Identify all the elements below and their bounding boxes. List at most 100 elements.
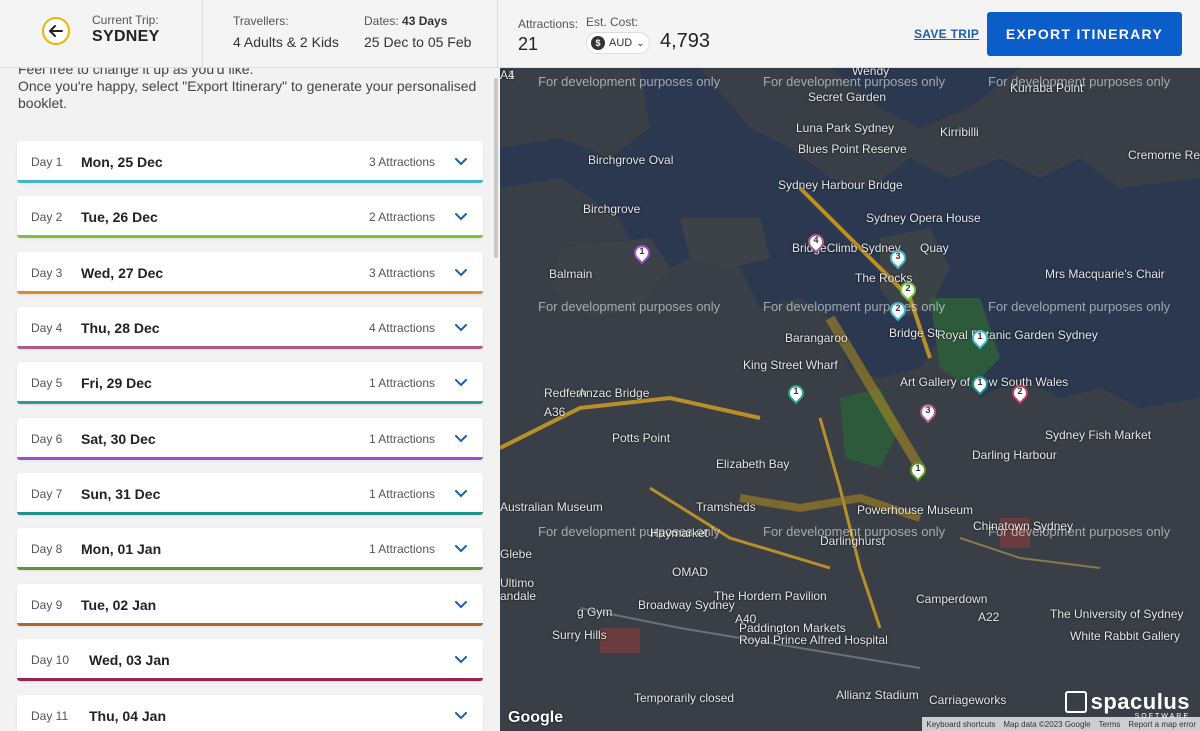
map-place-label: Luna Park Sydney — [796, 121, 895, 135]
day-card[interactable]: Day 10 Wed, 03 Jan — [17, 639, 483, 681]
attraction-pin[interactable]: 1 — [968, 326, 992, 350]
day-date: Mon, 01 Jan — [81, 541, 162, 557]
spaculus-logo-icon — [1064, 691, 1087, 713]
day-card[interactable]: Day 3 Wed, 27 Dec 3 Attractions — [17, 252, 483, 294]
attraction-pin[interactable]: 1 — [784, 381, 808, 405]
est-cost-label: Est. Cost: — [586, 15, 639, 29]
expand-day-button[interactable] — [451, 484, 471, 504]
trip-city: SYDNEY — [92, 28, 160, 45]
day-card[interactable]: Day 11 Thu, 04 Jan — [17, 695, 483, 731]
day-card[interactable]: Day 2 Tue, 26 Dec 2 Attractions — [17, 196, 483, 238]
expand-day-button[interactable] — [451, 373, 471, 393]
day-card[interactable]: Day 4 Thu, 28 Dec 4 Attractions — [17, 307, 483, 349]
day-number: Day 4 — [31, 321, 63, 335]
day-attractions-count: 1 Attractions — [368, 432, 435, 446]
map-place-label: OMAD — [672, 565, 708, 579]
day-date: Tue, 26 Dec — [81, 209, 158, 225]
attraction-pin[interactable]: 1 — [968, 372, 992, 396]
travellers-label: Travellers: — [233, 14, 289, 28]
attraction-pin[interactable]: 1 — [630, 241, 654, 265]
dev-watermark: For development purposes only — [988, 299, 1171, 314]
expand-day-button[interactable] — [451, 595, 471, 615]
keyboard-shortcuts-link[interactable]: Keyboard shortcuts — [926, 719, 996, 729]
map-place-label: Sydney Opera House — [866, 211, 981, 225]
back-button[interactable] — [42, 17, 70, 45]
expand-day-button[interactable] — [451, 650, 471, 670]
day-color-bar — [17, 180, 483, 183]
dev-watermark: For development purposes only — [763, 74, 946, 89]
dates-days: 43 Days — [402, 14, 448, 28]
day-attractions-count: 1 Attractions — [368, 542, 435, 556]
day-card[interactable]: Day 6 Sat, 30 Dec 1 Attractions — [17, 418, 483, 460]
map-place-label: Redfern — [544, 386, 587, 400]
map-place-label: Paddington Markets — [739, 621, 846, 635]
attraction-pin[interactable]: 3 — [886, 246, 910, 270]
expand-day-button[interactable] — [451, 263, 471, 283]
dev-watermark: For development purposes only — [538, 299, 721, 314]
attraction-pin[interactable]: 2 — [1008, 381, 1032, 405]
pin-number: 2 — [905, 283, 911, 293]
map-base — [500, 68, 1200, 731]
chevron-down-icon — [455, 435, 467, 443]
day-number: Day 10 — [31, 653, 70, 667]
chevron-down-icon — [455, 656, 467, 664]
expand-day-button[interactable] — [451, 207, 471, 227]
map-place-label: Birchgrove Oval — [588, 153, 674, 167]
attraction-pin[interactable]: 1 — [906, 458, 930, 482]
map-place-label: Glebe — [500, 547, 533, 561]
day-number: Day 2 — [31, 210, 63, 224]
attraction-pin[interactable]: 2 — [896, 278, 920, 302]
day-color-bar — [17, 623, 483, 626]
day-color-bar — [17, 678, 483, 681]
day-card[interactable]: Day 5 Fri, 29 Dec 1 Attractions — [17, 362, 483, 404]
currency-select[interactable]: $ AUD ⌄ — [586, 32, 650, 54]
day-date: Wed, 27 Dec — [81, 265, 164, 281]
chevron-down-icon — [455, 601, 467, 609]
pin-number: 2 — [1017, 386, 1023, 396]
expand-day-button[interactable] — [451, 152, 471, 172]
day-card[interactable]: Day 1 Mon, 25 Dec 3 Attractions — [17, 141, 483, 183]
map-view[interactable]: Wendy Secret Garden Kurraba Point Luna Park… — [500, 68, 1200, 731]
currency-value: AUD — [609, 37, 633, 49]
map-place-label: Kurraba Point — [1010, 81, 1084, 95]
dev-watermark: For development purposes only — [988, 74, 1171, 89]
expand-day-button[interactable] — [451, 706, 471, 726]
attraction-pin[interactable]: 2 — [886, 298, 910, 322]
map-place-label: Haymarket — [650, 526, 709, 540]
day-date: Fri, 29 Dec — [81, 375, 152, 391]
expand-day-button[interactable] — [451, 429, 471, 449]
expand-day-button[interactable] — [451, 539, 471, 559]
map-place-label: Sydney Fish Market — [1045, 428, 1152, 442]
day-card[interactable]: Day 8 Mon, 01 Jan 1 Attractions — [17, 528, 483, 570]
map-place-label: Tramsheds — [696, 500, 756, 514]
map-place-label: g Gym — [577, 605, 613, 619]
map-place-label: Elizabeth Bay — [716, 457, 790, 471]
map-place-label: Camperdown — [916, 592, 988, 606]
scrollbar[interactable] — [494, 78, 498, 258]
export-itinerary-button[interactable]: EXPORT ITINERARY — [987, 12, 1182, 56]
map-place-label: Quay — [920, 241, 949, 255]
map-place-label: Powerhouse Museum — [857, 503, 974, 517]
day-number: Day 6 — [31, 432, 63, 446]
terms-link[interactable]: Terms — [1098, 719, 1121, 729]
attraction-pin[interactable]: 3 — [916, 400, 940, 424]
spaculus-watermark: spaculus SOFTWARE — [1064, 689, 1190, 720]
day-number: Day 3 — [31, 266, 63, 280]
google-logo: Google — [508, 709, 564, 726]
day-card[interactable]: Day 9 Tue, 02 Jan — [17, 584, 483, 626]
day-date: Sun, 31 Dec — [81, 486, 161, 502]
map-footer: Keyboard shortcuts Map data ©2023 Google… — [922, 717, 1200, 731]
map-place-label: Blues Point Reserve — [798, 142, 907, 156]
day-date: Mon, 25 Dec — [81, 154, 163, 170]
day-attractions-count: 2 Attractions — [368, 210, 435, 224]
day-number: Day 8 — [31, 542, 63, 556]
expand-day-button[interactable] — [451, 318, 471, 338]
save-trip-link[interactable]: SAVE TRIP — [914, 27, 980, 41]
map-place-label: Barangaroo — [785, 331, 848, 345]
chevron-down-icon — [455, 324, 467, 332]
map-place-label: Wendy — [852, 68, 890, 78]
attraction-pin[interactable]: 4 — [804, 230, 828, 254]
report-map-error-link[interactable]: Report a map error — [1128, 719, 1196, 729]
day-card[interactable]: Day 7 Sun, 31 Dec 1 Attractions — [17, 473, 483, 515]
intro-text: Feel free to change it up as you'd like.… — [18, 68, 478, 112]
